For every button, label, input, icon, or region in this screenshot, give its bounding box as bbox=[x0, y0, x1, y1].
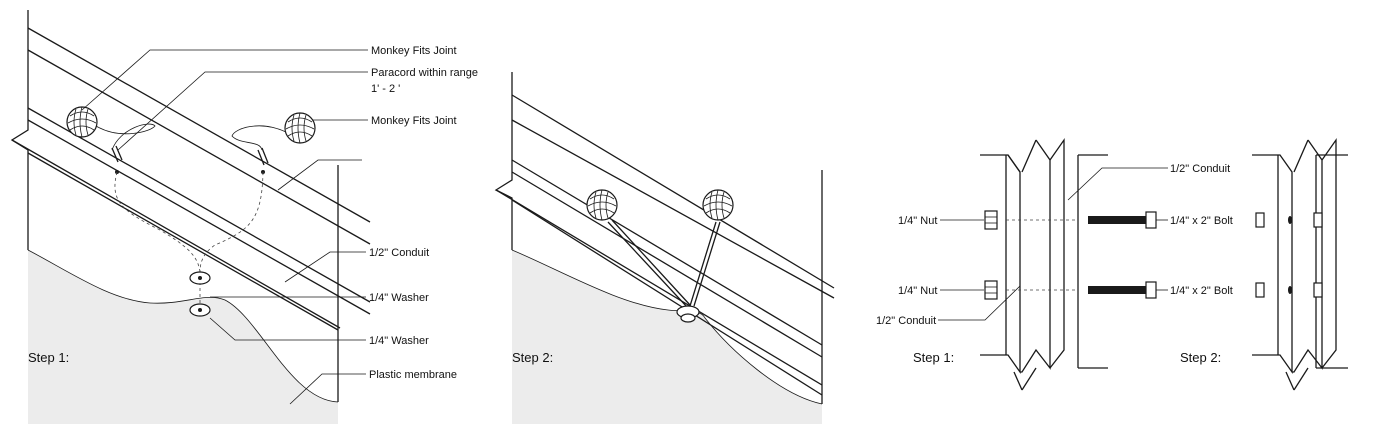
bolt-icon-1 bbox=[1088, 211, 1157, 229]
label-monkey-fits-joint-2: Monkey Fits Joint bbox=[371, 115, 457, 127]
label-bolt-1: 1/4" x 2" Bolt bbox=[1170, 215, 1233, 227]
wall-outline-1 bbox=[10, 10, 29, 250]
label-nut-2: 1/4" Nut bbox=[898, 285, 937, 297]
plastic-membrane-2 bbox=[512, 250, 822, 424]
label-plastic-membrane: Plastic membrane bbox=[369, 369, 457, 381]
monkey-fist-knot-icon-1 bbox=[66, 106, 98, 138]
step-label-1: Step 1: bbox=[28, 350, 69, 365]
label-monkey-fits-joint-1: Monkey Fits Joint bbox=[371, 45, 457, 57]
monkey-fist-knot-icon-4 bbox=[702, 189, 734, 221]
nut-icon-1 bbox=[984, 210, 998, 230]
step-label-4: Step 2: bbox=[1180, 350, 1221, 365]
label-conduit-top: 1/2" Conduit bbox=[1170, 163, 1230, 175]
label-bolt-2: 1/4" x 2" Bolt bbox=[1170, 285, 1233, 297]
label-washer-2: 1/4" Washer bbox=[369, 335, 429, 347]
label-nut-1: 1/4" Nut bbox=[898, 215, 937, 227]
label-conduit-1: 1/2" Conduit bbox=[369, 247, 429, 259]
rail-top-1 bbox=[27, 27, 371, 223]
panel-2: Step 2: bbox=[494, 72, 835, 424]
step-label-3: Step 1: bbox=[913, 350, 954, 365]
panel-1: Monkey Fits Joint Paracord within range … bbox=[10, 10, 478, 424]
bolt-icon-2 bbox=[1088, 281, 1157, 299]
label-washer-1: 1/4" Washer bbox=[369, 292, 429, 304]
nut-icon-2 bbox=[984, 280, 998, 300]
label-conduit-bottom: 1/2" Conduit bbox=[876, 315, 936, 327]
label-paracord-line1: Paracord within range bbox=[371, 67, 478, 79]
step-label-2: Step 2: bbox=[512, 350, 553, 365]
label-paracord-line2: 1' - 2 ' bbox=[371, 83, 400, 95]
monkey-fist-knot-icon-2 bbox=[284, 112, 316, 144]
panel-3: 1/2" Conduit 1/4" Nut 1/4" x 2" Bolt 1/4… bbox=[876, 137, 1348, 391]
monkey-fist-knot-icon-3 bbox=[586, 189, 618, 221]
plastic-membrane-1 bbox=[28, 250, 338, 424]
